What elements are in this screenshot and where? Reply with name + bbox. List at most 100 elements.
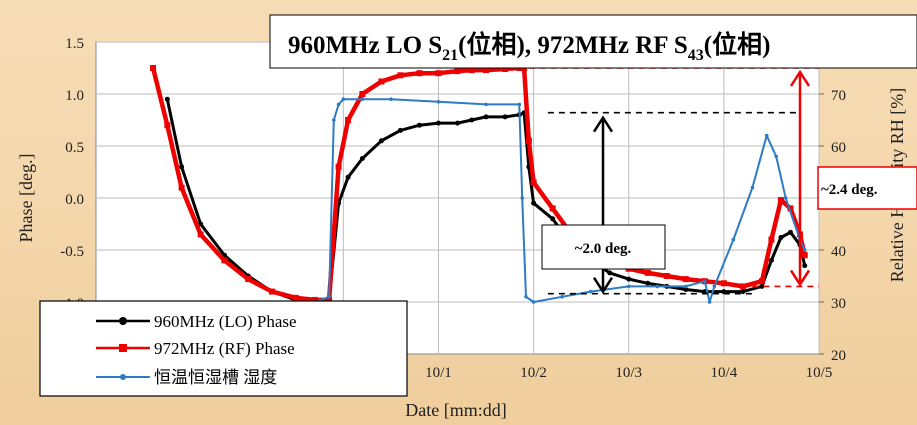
data-point-rf: [335, 163, 342, 170]
lo-delta-label: ~2.0 deg.: [575, 241, 632, 257]
data-point-rf: [197, 231, 204, 238]
rf-delta-label: ~2.4 deg.: [821, 182, 878, 198]
data-point-lo: [550, 216, 556, 222]
data-point-rf: [720, 280, 727, 287]
rf-delta-box: [817, 166, 917, 210]
lo-delta-arrow-head-bottom: [592, 277, 614, 294]
data-point-rf: [549, 205, 556, 212]
data-point-rf: [682, 276, 689, 283]
legend-label-rh: 恒温恒湿槽 湿度: [154, 368, 277, 387]
y-left-tick-label: 1.5: [65, 36, 84, 52]
data-point-lo: [435, 120, 441, 126]
data-point-lo: [164, 96, 170, 102]
data-point-rh: [389, 97, 393, 101]
data-point-rf: [345, 117, 352, 123]
title-sub-2: 43: [688, 47, 704, 64]
y-right-tick-label: 30: [831, 296, 846, 312]
data-point-rf: [468, 67, 475, 74]
data-point-rh: [731, 237, 736, 242]
rf-delta-arrow-head-top: [789, 69, 811, 87]
title-part-2: (位相), 972MHz RF S: [458, 30, 688, 59]
chart-title: 960MHz LO S21(位相), 972MHz RF S43(位相): [269, 14, 917, 69]
rf-delta-arrow-head-bottom: [789, 269, 811, 287]
data-point-lo: [455, 120, 460, 126]
data-point-lo: [531, 200, 537, 206]
data-point-lo: [198, 221, 204, 227]
title-box: [269, 14, 917, 69]
x-tick-label: 10/2: [520, 365, 547, 381]
y-left-tick-label: 0.0: [65, 192, 84, 208]
data-point-rf: [525, 137, 532, 144]
title-sub-1: 21: [442, 47, 458, 64]
data-point-rf: [292, 294, 299, 301]
data-point-rf: [454, 68, 461, 75]
data-point-rf: [416, 70, 423, 77]
x-tick-label: 10/5: [806, 365, 833, 381]
legend-marker-rf: [119, 344, 127, 352]
data-point-rf: [502, 66, 509, 73]
data-point-rf: [644, 269, 651, 276]
y-left-tick-label: 1.0: [65, 88, 84, 104]
lo-delta-annotation: ~2.0 deg.: [541, 224, 666, 270]
data-point-lo: [645, 280, 651, 286]
x-tick-label: 10/3: [615, 365, 642, 381]
legend: 960MHz (LO) Phase 972MHz (RF) Phase 恒温恒湿…: [39, 300, 408, 397]
data-point-lo: [778, 235, 784, 241]
title-part-3: (位相): [704, 30, 771, 59]
data-point-rh: [524, 295, 528, 299]
data-point-lo: [768, 257, 774, 263]
data-point-rf: [739, 283, 746, 290]
legend-marker-lo: [119, 317, 127, 325]
data-point-rf: [245, 276, 252, 283]
data-point-rh: [517, 102, 522, 107]
x-axis-label: Date [mm:dd]: [405, 400, 506, 420]
data-point-rh: [802, 248, 807, 252]
data-point-rh: [626, 284, 631, 289]
data-point-lo: [502, 114, 508, 120]
title-part-1: 960MHz LO S: [288, 32, 442, 59]
data-point-lo: [179, 164, 185, 170]
data-point-rh: [520, 196, 524, 200]
data-point-rf: [150, 65, 157, 71]
legend-marker-rh: [120, 374, 126, 380]
legend-item-lo: 960MHz (LO) Phase: [96, 312, 297, 331]
data-point-lo: [787, 229, 793, 235]
data-point-lo: [359, 155, 365, 161]
data-point-lo: [607, 270, 613, 276]
data-point-lo: [683, 287, 689, 293]
series-line-rh: [195, 98, 806, 354]
y-right-tick-label: 40: [831, 244, 846, 260]
y-right-tick-label: 20: [831, 348, 846, 364]
data-point-rh: [783, 196, 788, 200]
data-point-rh: [588, 289, 593, 294]
x-tick-label: 10/4: [711, 365, 738, 381]
data-point-lo: [416, 122, 422, 128]
data-point-rf: [268, 288, 275, 295]
data-point-rf: [359, 91, 366, 97]
data-point-rh: [327, 295, 331, 299]
data-point-rf: [768, 236, 775, 243]
data-point-rh: [560, 295, 564, 299]
axis-ticks: 1.51.00.50.0-0.5-1.09/3010/110/210/310/4…: [60, 36, 846, 381]
data-point-lo: [626, 276, 632, 282]
x-tick-label: 10/1: [425, 365, 452, 381]
data-point-rh: [360, 97, 365, 101]
y-right-tick-label: 70: [831, 88, 846, 104]
data-point-rh: [764, 133, 769, 138]
legend-item-rh: 恒温恒湿槽 湿度: [96, 368, 277, 387]
y-right-tick-label: 60: [831, 140, 846, 156]
title-text: 960MHz LO S21(位相), 972MHz RF S43(位相): [288, 30, 770, 64]
data-point-lo: [483, 114, 489, 120]
legend-label-lo: 960MHz (LO) Phase: [154, 312, 297, 331]
legend-label-rf: 972MHz (RF) Phase: [154, 339, 295, 358]
data-point-rf: [221, 257, 228, 264]
data-point-rh: [703, 279, 707, 284]
data-point-rh: [774, 154, 778, 159]
legend-item-rf: 972MHz (RF) Phase: [96, 339, 295, 358]
data-point-rf: [530, 179, 537, 186]
data-point-rf: [758, 278, 765, 285]
data-point-rh: [436, 100, 441, 104]
data-point-rf: [787, 205, 794, 212]
rf-delta-annotation: ~2.4 deg.: [817, 166, 917, 210]
